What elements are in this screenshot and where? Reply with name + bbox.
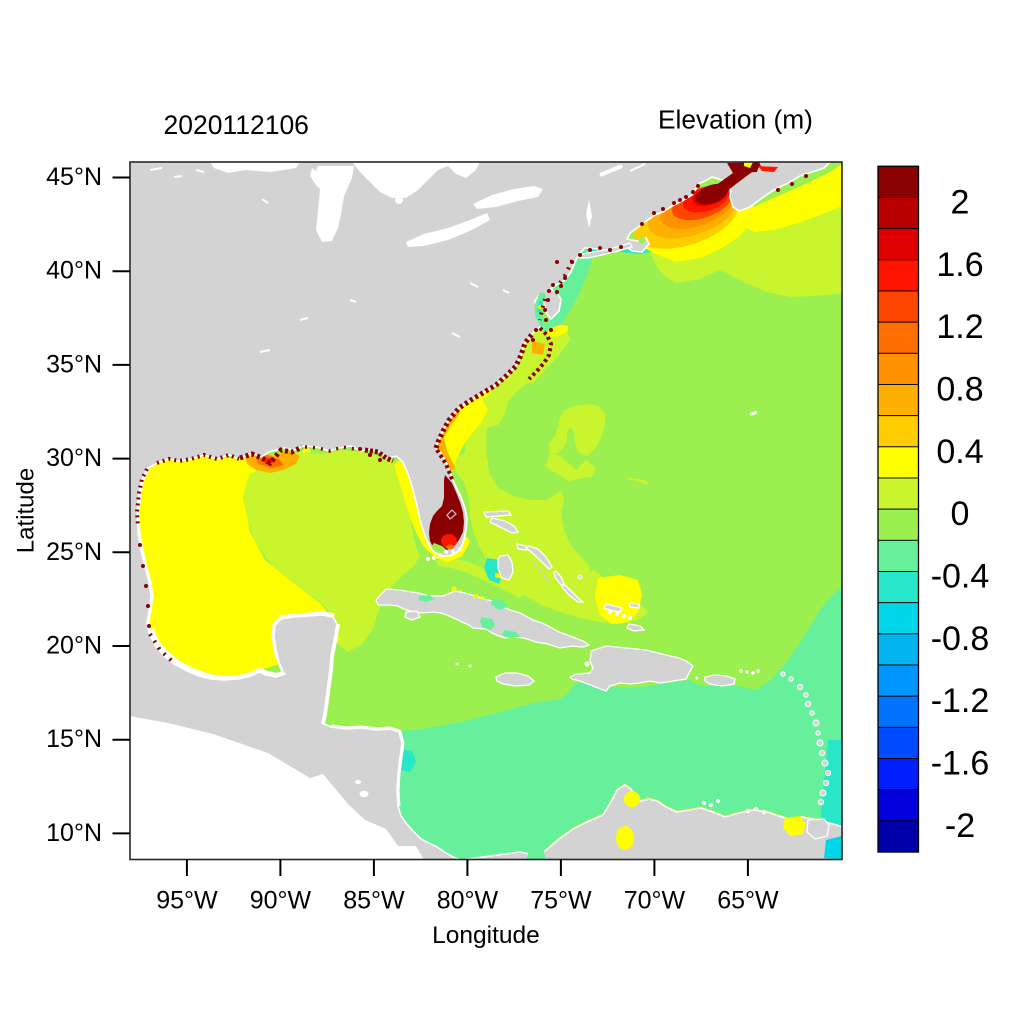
svg-text:Latitude: Latitude <box>13 468 40 553</box>
svg-text:0.4: 0.4 <box>936 433 983 471</box>
svg-text:1.2: 1.2 <box>936 308 983 346</box>
svg-text:0.8: 0.8 <box>936 371 983 409</box>
svg-text:25°N: 25°N <box>46 538 102 566</box>
svg-text:75°W: 75°W <box>530 887 592 915</box>
svg-text:-1.2: -1.2 <box>931 682 990 720</box>
svg-text:-0.4: -0.4 <box>931 558 990 596</box>
svg-text:2: 2 <box>951 184 970 222</box>
svg-text:80°W: 80°W <box>437 887 499 915</box>
svg-text:Elevation (m): Elevation (m) <box>658 105 813 135</box>
svg-text:-0.8: -0.8 <box>931 620 990 658</box>
svg-text:35°N: 35°N <box>46 350 102 378</box>
svg-text:-1.6: -1.6 <box>931 745 990 783</box>
svg-text:95°W: 95°W <box>156 887 218 915</box>
svg-text:20°N: 20°N <box>46 632 102 660</box>
svg-text:70°W: 70°W <box>624 887 686 915</box>
svg-text:90°W: 90°W <box>250 887 312 915</box>
svg-text:1.6: 1.6 <box>936 246 983 284</box>
svg-text:10°N: 10°N <box>46 819 102 847</box>
svg-text:Longitude: Longitude <box>432 922 540 949</box>
svg-text:45°N: 45°N <box>46 163 102 191</box>
svg-text:15°N: 15°N <box>46 725 102 753</box>
svg-text:40°N: 40°N <box>46 257 102 285</box>
svg-text:85°W: 85°W <box>343 887 405 915</box>
svg-text:2020112106: 2020112106 <box>164 110 309 140</box>
svg-text:0: 0 <box>951 495 970 533</box>
svg-text:-2: -2 <box>945 807 975 845</box>
svg-text:65°W: 65°W <box>717 887 779 915</box>
svg-text:30°N: 30°N <box>46 444 102 472</box>
